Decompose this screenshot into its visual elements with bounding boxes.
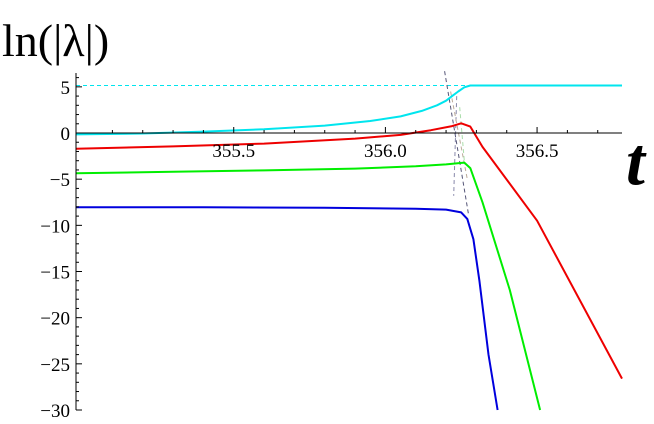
y-tick-label: 0 (61, 124, 71, 145)
guide-line (459, 107, 465, 161)
guide-line (453, 96, 458, 196)
y-tick-label: −30 (40, 401, 70, 422)
series-line (75, 84, 622, 136)
y-tick-label: 5 (61, 78, 71, 99)
series-line (76, 206, 499, 411)
x-axis-title: t (626, 123, 647, 199)
y-tick-label: −10 (40, 216, 70, 237)
ticks: 355.5 356.0 356.5 5 0 −5 −10 −15 −20 −25 −30 (40, 77, 599, 422)
x-tick-label: 356.5 (516, 141, 559, 162)
x-tick-label: 356.0 (364, 141, 407, 162)
guide-lines (76, 71, 470, 217)
y-tick-label: −15 (40, 263, 70, 284)
guide-line (450, 91, 468, 180)
y-axis-title: ln(|λ|) (2, 15, 109, 66)
y-tick-label: −20 (40, 309, 70, 330)
series-line (75, 122, 623, 380)
y-tick-label: −25 (40, 355, 70, 376)
series-line (75, 161, 542, 411)
axes (75, 73, 622, 410)
y-tick-label: −5 (50, 170, 70, 191)
guide-line (444, 71, 470, 217)
x-tick-label: 355.5 (212, 141, 255, 162)
series-lines (75, 84, 623, 411)
